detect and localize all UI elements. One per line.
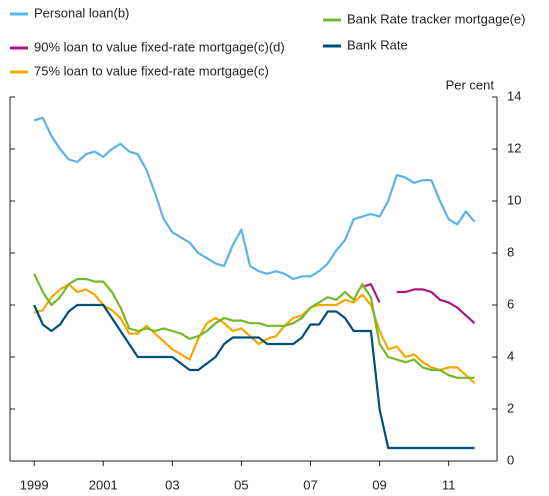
series-line <box>33 303 475 450</box>
series-line <box>33 116 476 281</box>
series-line <box>33 273 475 379</box>
y-tick-label: 6 <box>507 296 514 311</box>
legend-label: 75% loan to value fixed-rate mortgage(c) <box>34 63 269 78</box>
y-tick-label: 12 <box>507 140 521 155</box>
y-tick-label: 8 <box>507 244 514 259</box>
y-tick-label: 14 <box>507 88 521 103</box>
y-tick-label: 10 <box>507 192 521 207</box>
x-tick-label: 2001 <box>89 477 118 492</box>
x-tick-label: 11 <box>442 477 456 492</box>
legend-label: Bank Rate tracker mortgage(e) <box>347 11 525 26</box>
y-axis-label: Per cent <box>446 77 495 92</box>
x-tick-label: 03 <box>165 477 179 492</box>
x-tick-label: 1999 <box>20 477 49 492</box>
x-tick-label: 09 <box>372 477 386 492</box>
legend-label: Personal loan(b) <box>34 5 129 20</box>
series-line <box>361 283 476 325</box>
legend-label: 90% loan to value fixed-rate mortgage(c)… <box>34 39 285 54</box>
y-tick-label: 2 <box>507 400 514 415</box>
y-tick-label: 0 <box>507 452 514 467</box>
series-line <box>33 283 476 384</box>
y-tick-label: 4 <box>507 348 514 363</box>
legend-label: Bank Rate <box>347 37 408 52</box>
x-tick-label: 05 <box>234 477 248 492</box>
x-tick-label: 07 <box>303 477 317 492</box>
